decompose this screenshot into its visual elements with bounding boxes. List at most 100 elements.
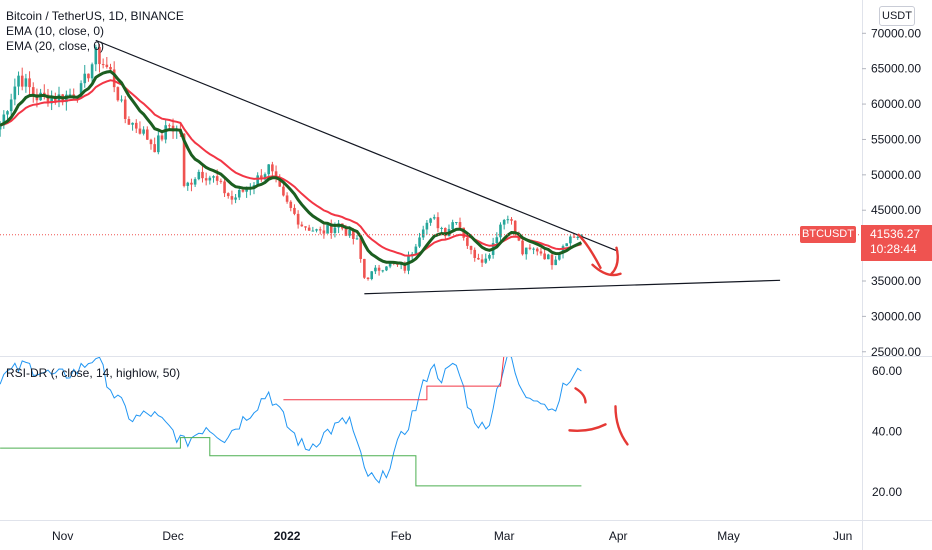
candle-body [285,195,289,202]
candle-body [241,189,245,192]
candle-body [142,129,145,134]
ema20-legend[interactable]: EMA (20, close, 0) [6,39,105,53]
candle-body [282,186,285,196]
candle-body [550,254,554,266]
candle-body [572,236,576,238]
candle-body [131,122,134,125]
candle-body [569,236,572,244]
candle-body [223,181,226,194]
candle-body [495,237,499,244]
price-axis-label: 25000.00 [871,345,921,359]
candle-body [300,224,304,227]
candle-body [168,125,171,127]
candle-body [370,271,374,280]
candle-body [432,217,436,219]
candle-body [315,229,318,231]
candle-body [466,237,469,246]
candle-body [289,201,293,208]
rsi-axis-label: 60.00 [872,364,902,378]
candle-body [510,219,513,221]
candle-body [535,248,539,252]
candle-body [274,171,278,179]
candle-body [443,227,447,237]
rsi-series-rsi [0,357,582,484]
rsi-study-label[interactable]: RSI-DR (, close, 14, highlow, 50) [6,366,181,380]
candle-body [318,229,322,231]
currency-button[interactable]: USDT [879,6,915,26]
time-axis-label: May [717,529,740,543]
candle-body [329,224,333,233]
price-axis-label: 50000.00 [871,168,921,182]
price-axis-label: 30000.00 [871,309,921,323]
candle-body [414,246,418,254]
candle-body [120,99,123,101]
candle-body [9,99,13,112]
candle-body [6,111,9,115]
candle-body [554,259,557,266]
candle-body [385,266,388,271]
candle-body [322,230,326,234]
rsi-series-upper [283,357,505,401]
candle-body [462,227,465,238]
candle-body [50,97,53,104]
candle-body [484,258,488,263]
candle-body [477,257,480,260]
candle-body [532,248,535,250]
candle-body [17,75,20,87]
ema10-legend[interactable]: EMA (10, close, 0) [6,24,105,38]
candle-body [90,64,94,79]
candle-body [105,64,109,67]
candle-body [355,238,359,240]
candle-body [558,252,561,260]
time-axis-label: Jun [833,529,852,543]
rsi-axis-label: 20.00 [872,485,902,499]
candle-body [109,66,112,70]
candle-body [68,94,72,96]
candle-body [488,254,491,259]
trendline [95,39,619,252]
candle-body [377,267,381,271]
candle-body [366,277,370,280]
rsi-legend: RSI-DR (, close, 14, highlow, 50) [6,366,180,381]
candle-body [134,122,138,129]
time-axis-label: 2022 [274,529,301,543]
candle-body [186,182,190,186]
candle-body [565,243,569,247]
candle-body [576,236,580,238]
candle-body [421,229,425,238]
candle-body [28,78,31,88]
candle-body [363,258,366,278]
candle-body [149,139,153,145]
candle-body [190,182,193,185]
candle-body [230,196,234,200]
candle-body [94,46,98,65]
ema10-line [0,69,583,266]
candle-body [138,128,142,134]
time-axis-label: Nov [52,529,73,543]
candle-body [2,114,6,126]
candle-body [480,259,484,263]
candle-body [201,171,204,179]
price-axis-label: 35000.00 [871,274,921,288]
candle-body [403,263,407,271]
candle-body [348,229,351,236]
candle-body [267,164,271,175]
candle-body [524,247,528,255]
candle-body [311,230,315,232]
candle-body [436,217,440,229]
candle-body [502,219,506,225]
candle-body [278,178,282,187]
candle-body [87,73,90,79]
candle-body [521,240,524,255]
candle-body [344,228,348,236]
chart-legend: Bitcoin / TetherUS, 1D, BINANCE EMA (10,… [6,9,184,54]
chart-title[interactable]: Bitcoin / TetherUS, 1D, BINANCE [6,9,184,23]
candle-body [215,176,219,181]
candle-body [79,83,83,99]
candle-body [333,227,337,233]
candle-body [359,238,362,259]
candle-body [164,125,167,140]
price-pane [0,39,862,295]
